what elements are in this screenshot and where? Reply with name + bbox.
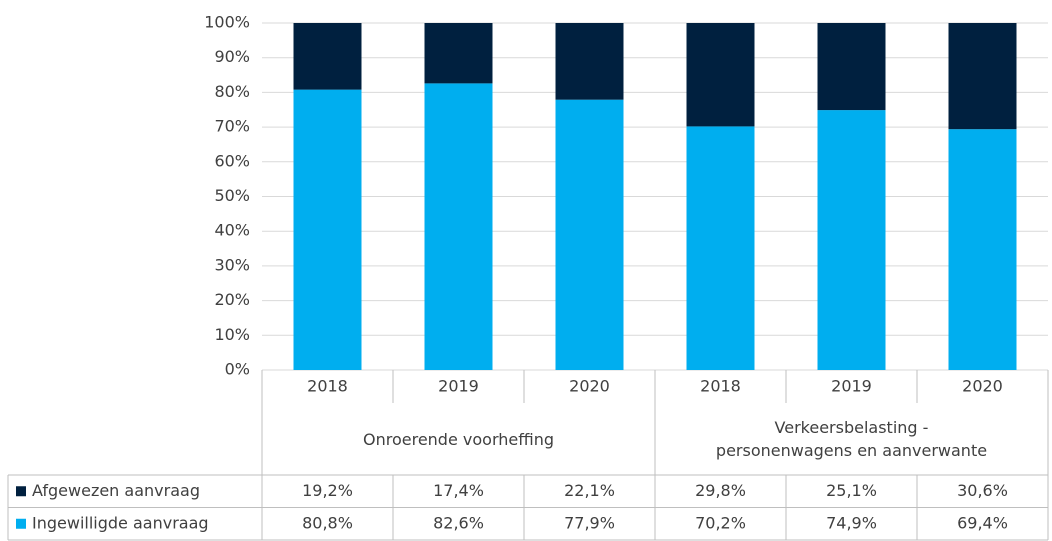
group-label-box: Verkeersbelasting - personenwagens en aa…	[715, 418, 988, 460]
group-label-box: Onroerende voorheffing	[363, 429, 554, 449]
table-value: 82,6%	[433, 513, 484, 532]
y-tick-label: 80%	[214, 82, 250, 101]
table-value: 70,2%	[695, 513, 746, 532]
y-tick-label: 60%	[214, 151, 250, 170]
bar-segment	[686, 23, 755, 127]
table-value: 22,1%	[564, 481, 615, 500]
table-value: 69,4%	[957, 513, 1008, 532]
x-tick-label: 2019	[831, 377, 872, 396]
table-value: 29,8%	[695, 481, 746, 500]
y-tick-label: 10%	[214, 325, 250, 344]
table-value: 74,9%	[826, 513, 877, 532]
bar-segment	[817, 23, 886, 111]
y-tick-label: 100%	[204, 13, 250, 32]
bar-segment	[555, 23, 624, 100]
x-tick-label: 2019	[438, 377, 479, 396]
y-tick-label: 40%	[214, 221, 250, 240]
y-tick-label: 30%	[214, 255, 250, 274]
x-tick-label: 2018	[700, 377, 741, 396]
y-tick-label: 50%	[214, 186, 250, 205]
bar-segment	[817, 110, 886, 371]
bar-segment	[948, 129, 1017, 370]
legend-swatch	[16, 486, 26, 497]
x-tick-label: 2020	[569, 377, 610, 396]
bar-segment	[555, 99, 624, 370]
x-tick-label: 2018	[307, 377, 348, 396]
table-value: 77,9%	[564, 513, 615, 532]
group-label: Onroerende voorheffing	[363, 429, 554, 449]
bar-segment	[424, 83, 493, 371]
bar-segment	[948, 23, 1017, 130]
bar-segment	[424, 23, 493, 84]
table-value: 80,8%	[302, 513, 353, 532]
y-tick-label: 0%	[225, 360, 250, 379]
legend-label: Afgewezen aanvraag	[32, 481, 200, 500]
bar-segment	[293, 89, 362, 371]
table-value: 19,2%	[302, 481, 353, 500]
x-tick-label: 2020	[962, 377, 1003, 396]
legend-swatch	[16, 518, 26, 529]
table-value: 25,1%	[826, 481, 877, 500]
table-value: 30,6%	[957, 481, 1008, 500]
y-tick-label: 90%	[214, 47, 250, 66]
bar-segment	[293, 23, 362, 90]
group-label: Verkeersbelasting - personenwagens en aa…	[715, 418, 988, 460]
bar-segment	[686, 126, 755, 370]
y-tick-label: 20%	[214, 290, 250, 309]
legend-label: Ingewilligde aanvraag	[32, 513, 209, 532]
y-tick-label: 70%	[214, 117, 250, 136]
table-value: 17,4%	[433, 481, 484, 500]
